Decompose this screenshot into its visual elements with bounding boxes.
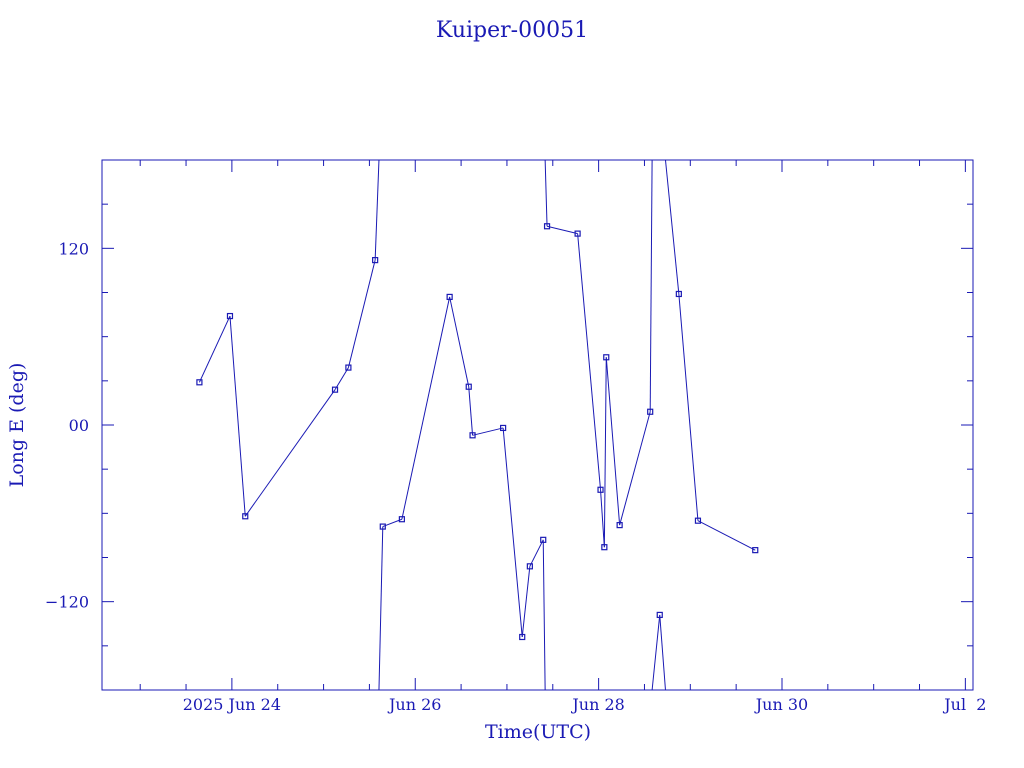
data-point (242, 513, 249, 520)
series-segment (229, 316, 246, 517)
data-point (647, 408, 654, 415)
x-axis-label: Time(UTC) (485, 721, 591, 743)
series-segment (603, 357, 607, 548)
data-point (543, 223, 551, 230)
data-point (379, 523, 386, 530)
plot-frame (101, 159, 974, 691)
data-point (372, 257, 379, 264)
y-tick-label: 120 (58, 239, 89, 258)
data-point (597, 486, 604, 493)
axis-ticks (102, 160, 973, 690)
data-point (752, 547, 759, 554)
data-point (469, 432, 476, 439)
series-segment (697, 520, 756, 551)
series-segment (605, 357, 621, 526)
series-segment (664, 159, 680, 295)
series-segment (651, 614, 661, 691)
series-segment (468, 386, 474, 436)
data-point (345, 364, 352, 371)
x-tick-label: Jun 30 (754, 695, 808, 714)
series-segment (577, 233, 602, 490)
data-point (675, 290, 682, 298)
series-segment (521, 566, 531, 638)
data-point (398, 516, 405, 523)
x-tick-label: 2025 Jun 24 (183, 695, 281, 714)
data-point (540, 536, 547, 543)
series-segment (449, 296, 470, 387)
series-segment (198, 315, 231, 383)
series-segment (472, 427, 504, 436)
series-segment (544, 159, 548, 227)
x-tick-label: Jun 28 (570, 695, 624, 714)
data-point (616, 522, 623, 529)
data-point (601, 544, 608, 551)
data-point (196, 379, 203, 386)
series-segment (378, 526, 384, 691)
series-segment (546, 225, 578, 235)
y-tick-label: 00 (69, 416, 89, 435)
series-segment (334, 367, 349, 390)
series-segment (600, 489, 605, 548)
series-segment (529, 539, 544, 567)
x-tick-label: Jul 2 (942, 695, 986, 714)
series-segment (502, 427, 523, 638)
data-point (656, 611, 663, 619)
data-point (446, 293, 453, 301)
x-tick-label: Jun 26 (387, 695, 441, 714)
series-segment (678, 293, 699, 521)
data-point (500, 424, 507, 432)
series-segment (374, 159, 380, 261)
series-segment (542, 539, 546, 691)
chart-title: Kuiper-00051 (436, 18, 588, 43)
series-segment (382, 518, 403, 528)
y-axis-label: Long E (deg) (6, 363, 28, 488)
data-point (694, 517, 702, 524)
series-segment (659, 614, 666, 691)
data-point (574, 230, 581, 237)
data-point (603, 354, 610, 361)
series-segment (347, 259, 376, 368)
data-point (519, 633, 526, 641)
tick-labels: 2025 Jun 24 Jun 26 Jun 28 Jun 30 Jul 2 120 00 −… (45, 239, 986, 714)
series-lines (198, 159, 756, 691)
data-markers (196, 223, 759, 641)
series-segment (244, 389, 336, 517)
data-point (526, 563, 533, 570)
series-segment (619, 411, 651, 526)
y-tick-label: −120 (45, 593, 89, 612)
series-segment (401, 296, 451, 520)
data-point (465, 383, 472, 390)
data-point (331, 386, 339, 393)
data-point (226, 312, 234, 320)
series-segment (649, 159, 653, 412)
